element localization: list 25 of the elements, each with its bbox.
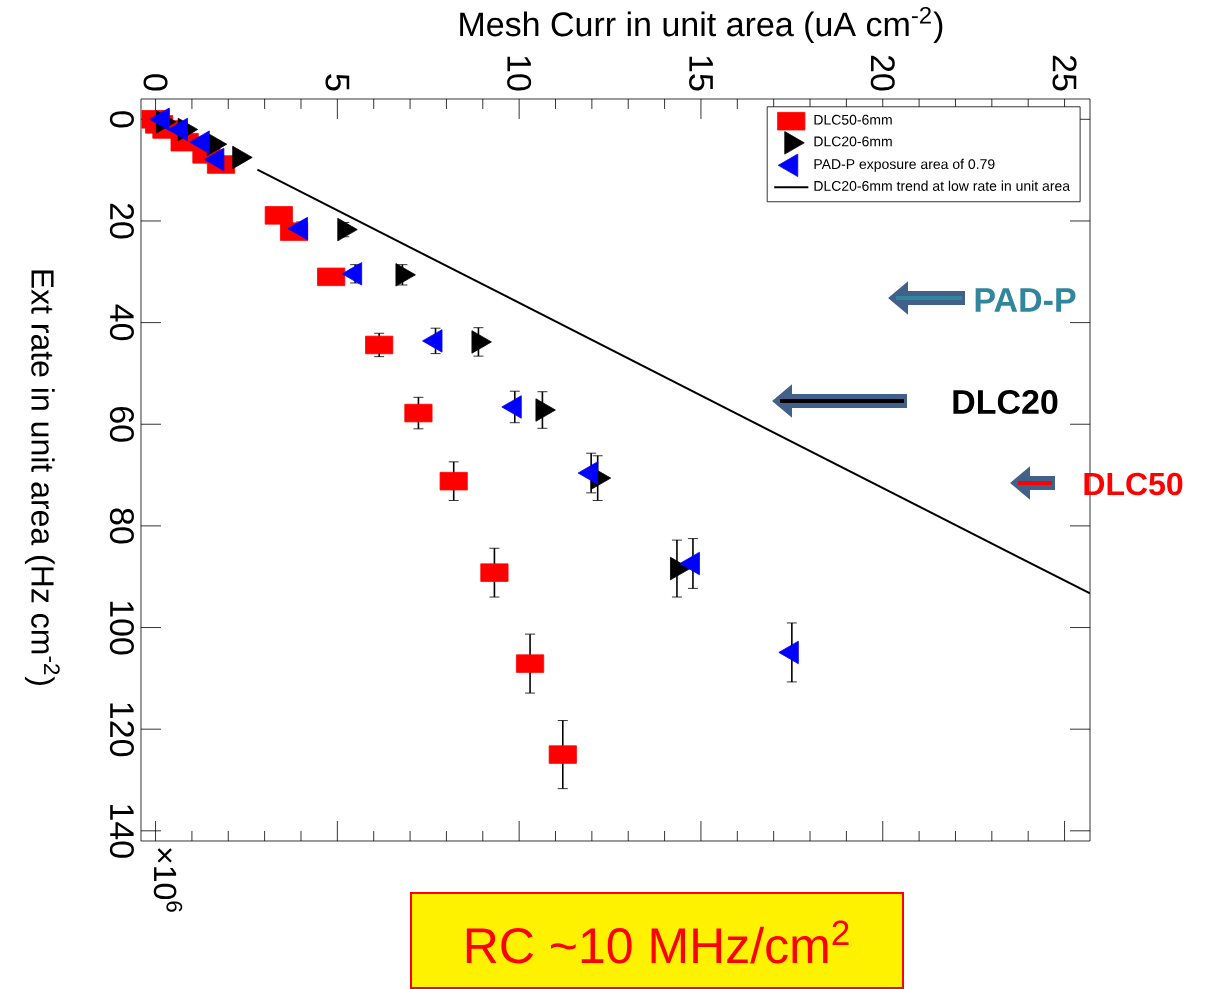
legend-label: PAD-P exposure area of 0.79 [814,158,995,172]
legend-label: DLC20-6mm [814,136,892,147]
x-tick-label: 20 [870,55,895,91]
y-tick-label: 120 [109,703,134,757]
x-tick-label: 5 [325,74,350,91]
y-tick-label: 20 [109,203,134,239]
legend-label: DLC50-6mm [814,114,892,125]
y-tick-label: 60 [109,407,134,442]
x-tick-label: 15 [689,56,713,91]
y-axis-title: Ext rate in unit area (Hz cm$^{-2}$) [24,270,60,686]
annotation: PAD-P [975,288,1076,312]
annotation: DLC20 [953,389,1058,415]
annotation: DLC50 [1084,472,1183,496]
x-tick-label: 10 [507,56,532,91]
y-tick-label: 80 [109,508,134,544]
x-tick-label: 25 [1052,55,1077,91]
x-tick-label: 0 [143,74,168,91]
x-axis-title: Mesh Curr in unit area (uA cm$^{-2}$) [460,6,943,44]
y-tick-label: 100 [109,601,134,655]
y-tick-label: 140 [109,805,134,858]
text: ×10$^{6}$ [153,848,183,912]
y-tick-label: 40 [109,304,134,341]
legend-label: DLC20-6mm trend at low rate in unit area [814,180,1071,191]
y-tick-label: 0 [109,111,134,128]
text: RC ~10 MHz/cm$^{2}$ [466,920,849,964]
